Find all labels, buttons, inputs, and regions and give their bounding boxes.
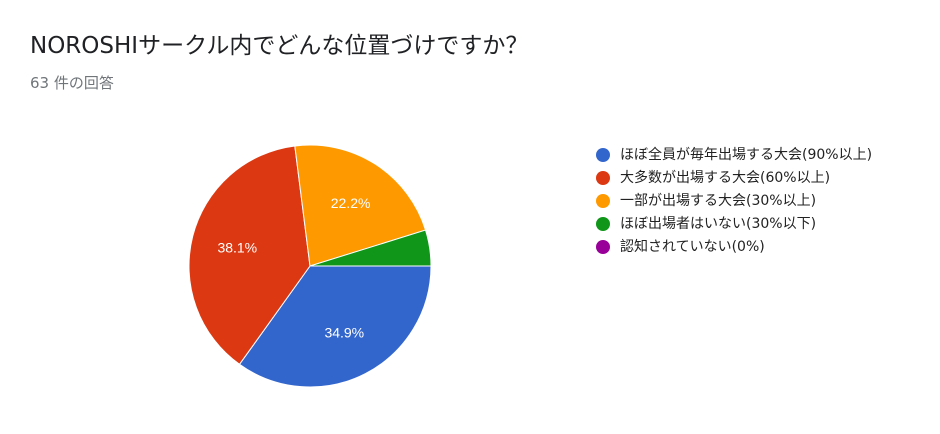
legend-swatch — [596, 171, 610, 185]
chart-legend: ほぼ全員が毎年出場する大会(90%以上) 大多数が出場する大会(60%以上) 一… — [596, 145, 896, 260]
legend-label: 大多数が出場する大会(60%以上) — [620, 170, 831, 186]
legend-label: ほぼ全員が毎年出場する大会(90%以上) — [620, 147, 873, 163]
pie-slice[interactable] — [294, 144, 427, 267]
response-count: 63 件の回答 — [30, 74, 114, 92]
legend-item[interactable]: ほぼ全員が毎年出場する大会(90%以上) — [596, 145, 896, 165]
chart-title: NOROSHIサークル内でどんな位置づけですか？ — [30, 33, 529, 59]
legend-swatch — [596, 217, 610, 231]
legend-swatch — [596, 240, 610, 254]
legend-swatch — [596, 148, 610, 162]
legend-item[interactable]: 一部が出場する大会(30%以上) — [596, 191, 896, 211]
legend-swatch — [596, 194, 610, 208]
slice-data-label: 38.1% — [217, 240, 257, 256]
pie-slice[interactable] — [238, 265, 432, 388]
legend-item[interactable]: 認知されていない(0%) — [596, 237, 896, 257]
legend-label: ほぼ出場者はいない(30%以下) — [620, 216, 817, 232]
legend-label: 一部が出場する大会(30%以上) — [620, 193, 817, 209]
slice-data-label: 34.9% — [324, 325, 364, 341]
slice-data-label: 22.2% — [331, 195, 371, 211]
pie-slice[interactable] — [309, 229, 432, 267]
legend-label: 認知されていない(0%) — [620, 239, 765, 255]
legend-item[interactable]: 大多数が出場する大会(60%以上) — [596, 168, 896, 188]
legend-item[interactable]: ほぼ出場者はいない(30%以下) — [596, 214, 896, 234]
pie-slice[interactable] — [188, 145, 311, 366]
